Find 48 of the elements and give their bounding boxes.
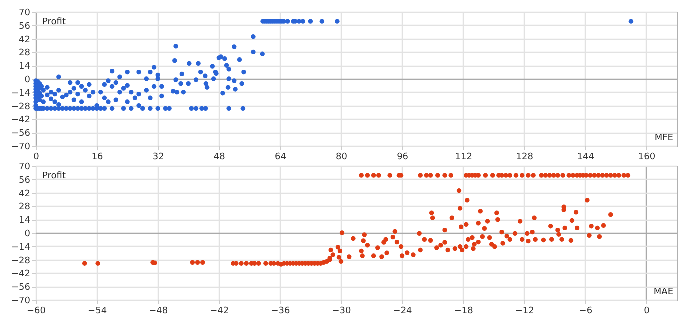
y-tick-label: −14 — [12, 242, 31, 253]
x-tick-label: 0 — [34, 152, 40, 162]
x-tick-label: 112 — [455, 152, 472, 162]
x-tick-label: 96 — [397, 152, 409, 162]
y-tick-label: −14 — [12, 88, 31, 99]
y-axis-title: Profit — [42, 18, 66, 28]
y-tick-label: 28 — [19, 48, 31, 59]
x-tick-label: −12 — [515, 306, 534, 316]
x-tick-label: −24 — [393, 306, 413, 316]
y-tick-label: −56 — [12, 283, 31, 294]
y-tick-label: −56 — [12, 129, 31, 140]
x-tick-label: 160 — [638, 152, 656, 162]
y-tick-label: −70 — [12, 142, 31, 152]
y-tick-label: −42 — [12, 116, 30, 126]
y-tick-label: 0 — [24, 230, 31, 240]
x-tick-label: −42 — [210, 306, 230, 316]
x-tick-label: 32 — [152, 152, 164, 162]
y-tick-label: 0 — [24, 76, 31, 86]
x-axis-title: MFE — [654, 134, 674, 144]
y-tick-label: −28 — [12, 256, 31, 266]
y-tick-label: 42 — [19, 189, 30, 200]
x-tick-label: −60 — [27, 306, 46, 316]
x-tick-label: 128 — [516, 152, 534, 162]
y-tick-label: −42 — [12, 270, 30, 280]
y-tick-label: 56 — [19, 176, 31, 186]
x-tick-label: −30 — [332, 306, 352, 316]
y-axis-title: Profit — [42, 172, 66, 182]
y-tick-label: 14 — [19, 62, 31, 72]
x-tick-label: 48 — [214, 152, 226, 162]
y-tick-label: 28 — [19, 202, 31, 213]
x-tick-label: 64 — [274, 152, 287, 162]
x-axis-title: MAE — [654, 288, 674, 298]
y-tick-label: −70 — [12, 296, 31, 306]
x-tick-label: −6 — [579, 306, 593, 316]
y-tick-label: 42 — [19, 35, 30, 46]
y-tick-label: 56 — [19, 22, 31, 32]
x-tick-label: −54 — [88, 306, 108, 316]
y-tick-label: 14 — [19, 216, 31, 226]
y-tick-label: 70 — [19, 162, 31, 172]
y-tick-label: 70 — [19, 8, 31, 18]
x-tick-label: 80 — [336, 152, 348, 162]
x-tick-label: −48 — [149, 306, 168, 316]
x-tick-label: 16 — [92, 152, 104, 162]
y-tick-label: −28 — [12, 102, 31, 112]
x-tick-label: 0 — [644, 306, 650, 316]
x-tick-label: −36 — [271, 306, 290, 316]
x-tick-label: −18 — [454, 306, 474, 316]
x-tick-label: 144 — [577, 152, 595, 162]
